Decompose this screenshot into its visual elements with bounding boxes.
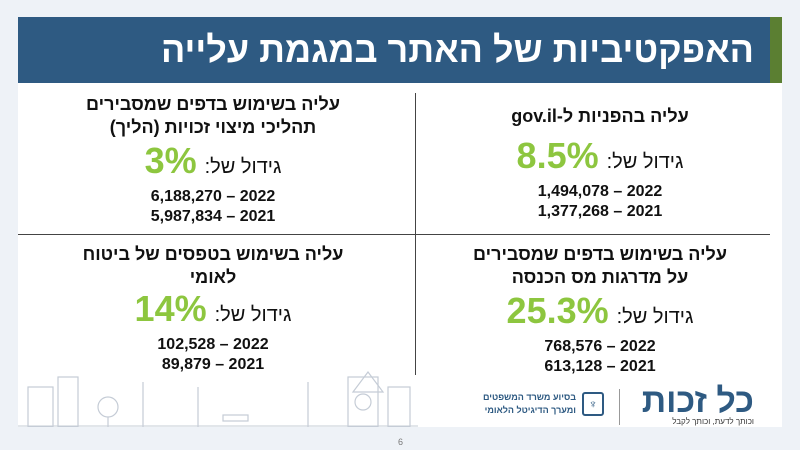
stat-heading: עליה בשימוש בדפים שמסבירים	[473, 244, 727, 264]
page-number: 6	[398, 437, 404, 447]
ministry-line-1: בסיוע משרד המשפטים	[482, 392, 576, 402]
slide-title: האפקטיביות של האתר במגמת עלייה	[160, 29, 754, 70]
stat-tax-pages: עליה בשימוש בדפים שמסבירים על מדרגות מס …	[415, 243, 785, 377]
value-2022: 102,528 – 2022	[157, 336, 269, 353]
growth-percent: 3%	[144, 140, 197, 181]
growth-percent: 25.3%	[506, 290, 609, 331]
value-2022: 768,576 – 2022	[544, 338, 656, 355]
city-illustration	[18, 371, 418, 427]
kol-zchut-logo: כל זכות וכותך לדעת, וכותך לקבל	[641, 382, 754, 426]
stat-heading-2: על מדרגות מס הכנסה	[511, 267, 689, 287]
ministry-credit: ♆ בסיוע משרד המשפטים ומערך הדיגיטל הלאומי	[483, 391, 604, 417]
slide: האפקטיביות של האתר במגמת עלייה עליה בהפנ…	[18, 17, 782, 427]
growth-label: גידול של:	[616, 306, 694, 328]
logo-text: כל זכות	[641, 382, 754, 420]
accent-strip	[770, 17, 782, 83]
growth-label: גידול של:	[606, 151, 684, 173]
logo-separator	[619, 389, 620, 425]
value-2022: 6,188,270 – 2022	[150, 188, 276, 205]
stat-heading: עליה בשימוש בטפסים של ביטוח	[82, 244, 344, 264]
stat-heading: עליה בשימוש בדפים שמסבירים	[86, 94, 340, 114]
growth-label: גידול של:	[204, 156, 282, 178]
growth-percent: 8.5%	[516, 135, 599, 176]
ministry-line-2: ומערך הדיגיטל הלאומי	[484, 405, 576, 415]
stat-heading-2: תהליכי מיצוי זכויות (הליך)	[109, 117, 317, 137]
divider-horizontal	[18, 234, 770, 235]
logo-tagline: וכותך לדעת, וכותך לקבל	[672, 417, 754, 426]
stat-nii-forms: עליה בשימוש בטפסים של ביטוח לאומי גידול …	[28, 243, 398, 375]
state-emblem-icon: ♆	[582, 392, 604, 416]
value-2021: 89,879 – 2021	[161, 356, 265, 373]
title-banner: האפקטיביות של האתר במגמת עלייה	[18, 17, 782, 83]
growth-percent: 14%	[134, 288, 207, 329]
stat-govil-referrals: עליה בהפניות ל-gov.il גידול של: 8.5% 1,49…	[415, 105, 785, 222]
growth-label: גידול של:	[214, 304, 292, 326]
stat-heading: עליה בהפניות ל-gov.il	[511, 106, 689, 126]
stat-heading-2: לאומי	[189, 267, 237, 287]
stat-rights-pages: עליה בשימוש בדפים שמסבירים תהליכי מיצוי …	[28, 93, 398, 227]
value-2022: 1,494,078 – 2022	[537, 183, 663, 200]
value-2021: 1,377,268 – 2021	[537, 203, 663, 220]
value-2021: 5,987,834 – 2021	[150, 208, 276, 225]
value-2021: 613,128 – 2021	[544, 358, 656, 375]
